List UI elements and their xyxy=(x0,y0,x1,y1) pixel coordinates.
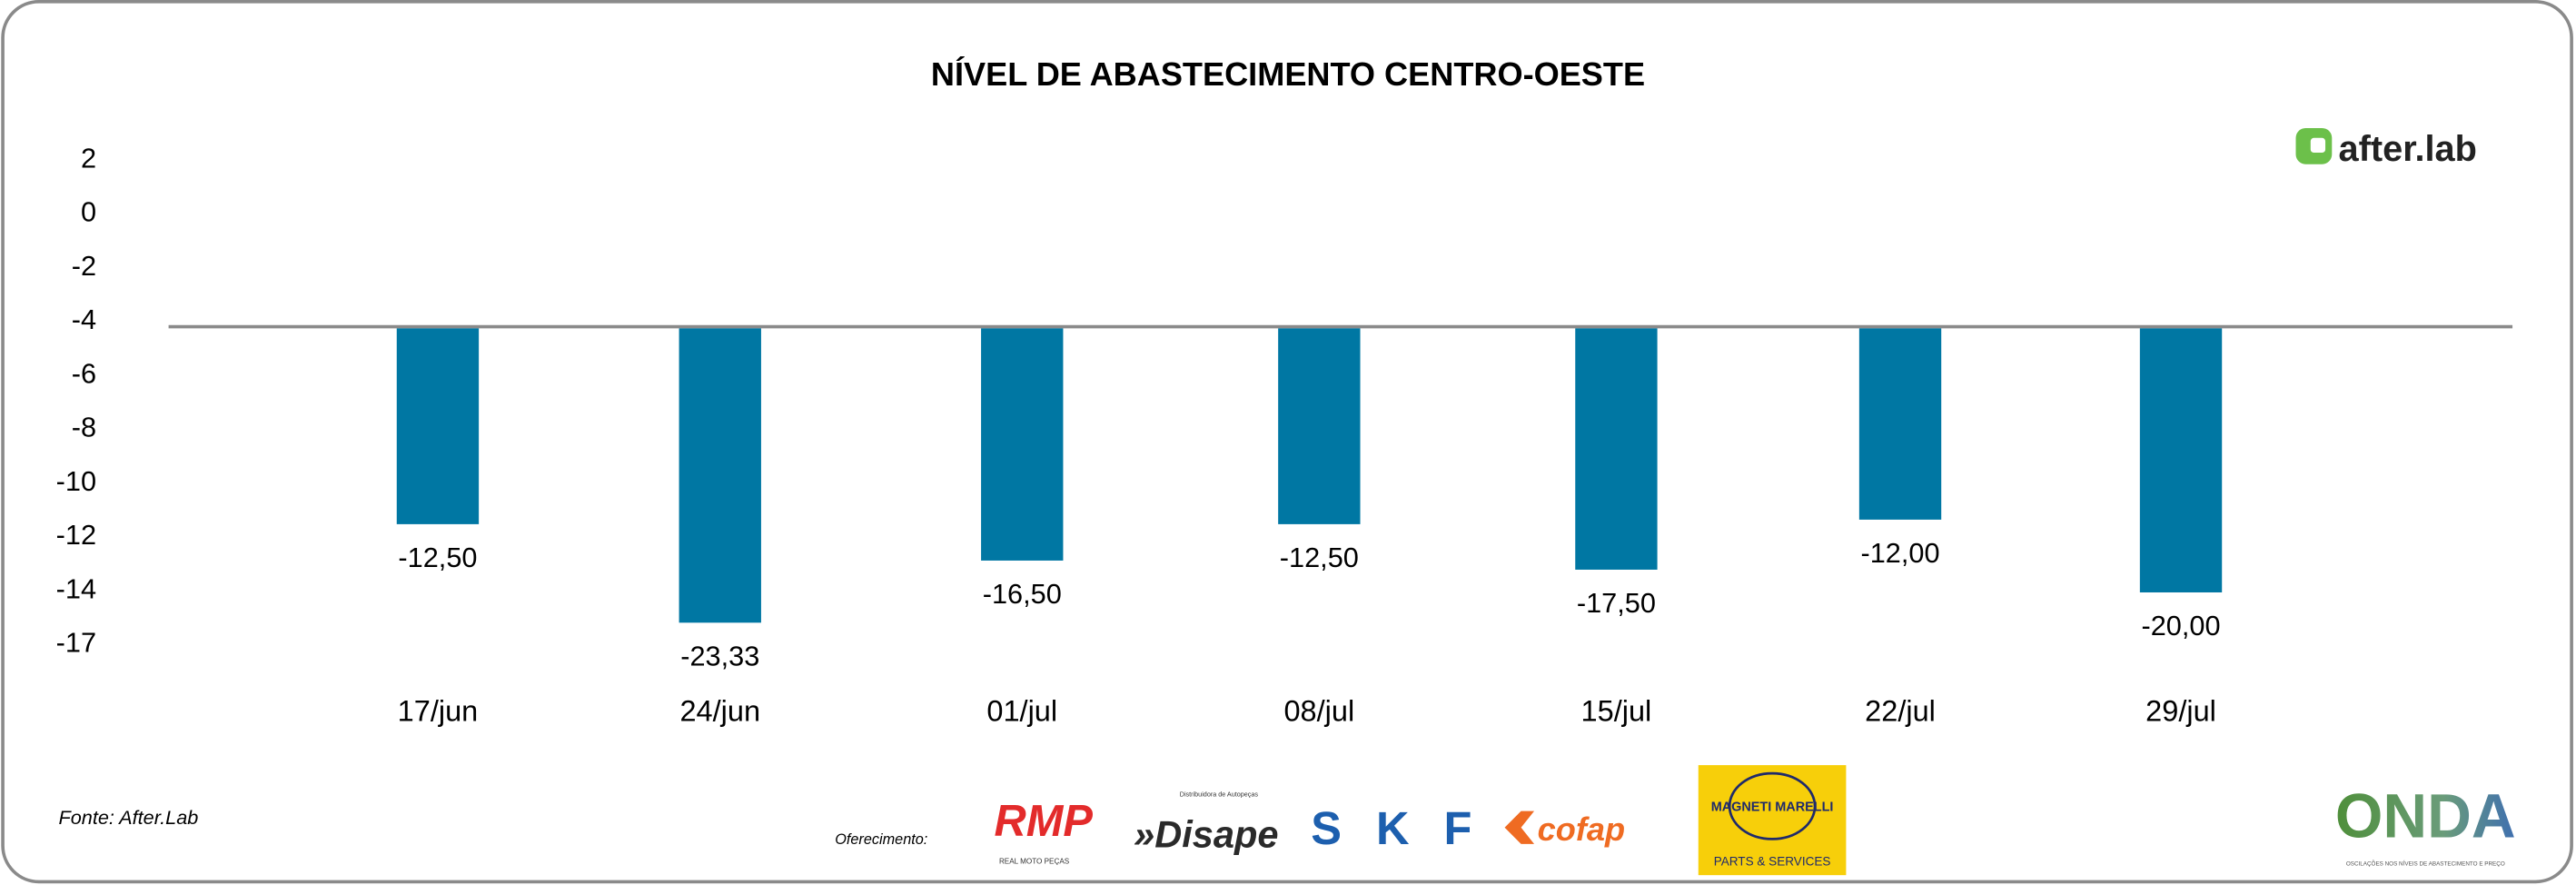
x-tick-label: 17/jun xyxy=(398,694,479,727)
y-tick-label: -14 xyxy=(56,572,96,604)
data-label: -12,00 xyxy=(1860,537,1939,569)
y-axis: 2 0 -2 -4 -6 -8 -10 -12 -14 -17 xyxy=(56,142,96,658)
data-label: -23,33 xyxy=(680,640,759,671)
bar-22/jul xyxy=(1858,328,1942,520)
y-tick-label: -17 xyxy=(56,627,96,659)
magneti-marelli-logo: MAGNETI MARELLI PARTS & SERVICES xyxy=(1698,765,1847,876)
y-tick-label: -8 xyxy=(72,412,96,443)
magneti-logo-sub: PARTS & SERVICES xyxy=(1714,854,1831,868)
afterlab-logo: after.lab xyxy=(2295,127,2477,169)
magneti-logo-background xyxy=(1698,765,1847,876)
bar-17/jun xyxy=(396,328,480,524)
data-label: -12,50 xyxy=(1280,542,1359,573)
sponsored-label: Oferecimento: xyxy=(835,831,927,848)
data-label: -20,00 xyxy=(2142,610,2221,641)
rmp-logo-sub: REAL MOTO PEÇAS xyxy=(999,858,1070,866)
x-tick-label: 08/jul xyxy=(1283,694,1354,727)
cofap-logo: cofap xyxy=(1504,810,1625,848)
onda-logo-sub: OSCILAÇÕES NOS NÍVEIS DE ABASTECIMENTO E… xyxy=(2346,859,2505,867)
chart-title: NÍVEL DE ABASTECIMENTO CENTRO-OESTE xyxy=(931,55,1645,93)
onda-logo-text: ONDA xyxy=(2335,781,2516,851)
x-tick-label: 29/jul xyxy=(2145,694,2216,727)
data-label: -17,50 xyxy=(1577,587,1656,619)
bar-08/jul xyxy=(1278,328,1361,524)
y-tick-label: 2 xyxy=(81,142,96,174)
bar-15/jul xyxy=(1575,328,1658,570)
y-tick-label: -4 xyxy=(72,303,96,335)
y-tick-label: -10 xyxy=(56,465,96,497)
x-tick-label: 01/jul xyxy=(986,694,1057,727)
disape-logo-text: »Disape xyxy=(1134,812,1278,855)
bar-24/jun xyxy=(679,328,761,623)
x-tick-label: 15/jul xyxy=(1581,694,1652,727)
x-tick-label: 22/jul xyxy=(1865,694,1936,727)
disape-logo: Distribuidora de Autopeças »Disape xyxy=(1134,790,1278,855)
y-tick-label: -6 xyxy=(72,357,96,389)
bars: -12,50 17/jun -23,33 24/jun -16,50 01/jul -12,… xyxy=(396,328,2223,727)
onda-logo: ONDA OSCILAÇÕES NOS NÍVEIS DE ABASTECIME… xyxy=(2335,781,2516,868)
cofap-logo-text: cofap xyxy=(1538,810,1625,848)
afterlab-logo-text: after.lab xyxy=(2339,129,2477,169)
data-label: -16,50 xyxy=(983,578,1062,610)
rmp-logo: RMP REAL MOTO PEÇAS xyxy=(995,797,1094,866)
afterlab-logo-icon-inner xyxy=(2310,137,2326,154)
magneti-logo-text: MAGNETI MARELLI xyxy=(1711,800,1834,815)
y-tick-label: -2 xyxy=(72,250,96,282)
cofap-logo-icon xyxy=(1504,810,1535,844)
y-tick-label: 0 xyxy=(81,196,96,228)
rmp-logo-text: RMP xyxy=(995,797,1094,846)
source-note: Fonte: After.Lab xyxy=(59,806,199,829)
skf-logo: SKF xyxy=(1311,802,1471,854)
data-label: -12,50 xyxy=(398,542,477,573)
bar-29/jul xyxy=(2139,328,2223,592)
disape-logo-sub: Distribuidora de Autopeças xyxy=(1180,790,1259,798)
magneti-logo-ring xyxy=(1728,771,1817,840)
bar-01/jul xyxy=(981,328,1064,561)
x-tick-label: 24/jun xyxy=(679,694,760,727)
y-tick-label: -12 xyxy=(56,519,96,551)
